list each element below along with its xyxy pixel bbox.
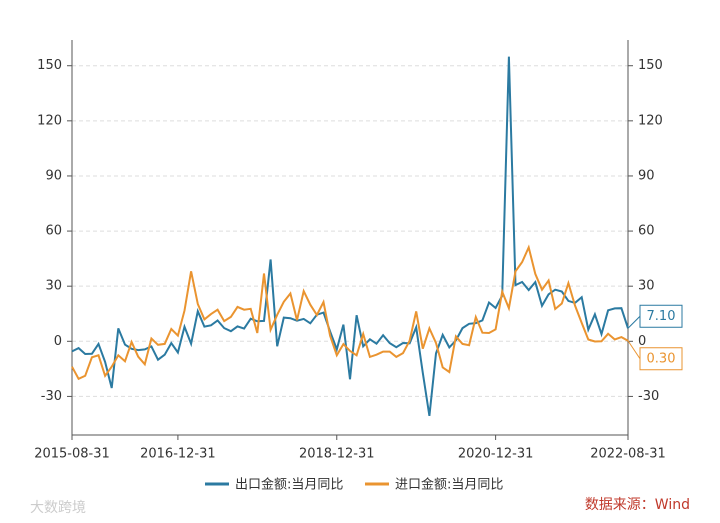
x-tick-label: 2015-08-31 — [34, 447, 110, 462]
x-tick-label: 2018-12-31 — [299, 447, 375, 462]
x-tick-label: 2022-08-31 — [590, 447, 666, 462]
x-tick-label: 2016-12-31 — [140, 447, 216, 462]
series-line — [71, 56, 629, 417]
end-label-pointer — [627, 315, 641, 329]
end-label: 0.30 — [647, 351, 676, 366]
series-line — [71, 244, 629, 381]
y2-tick-label: 150 — [638, 58, 663, 73]
watermark: 大数跨境 — [30, 500, 86, 516]
y2-tick-label: -30 — [638, 389, 659, 404]
y2-tick-label: 120 — [638, 113, 663, 128]
end-label-pointer — [627, 340, 641, 360]
end-label: 7.10 — [647, 309, 676, 324]
y-tick-label: 150 — [37, 58, 62, 73]
source-note: 数据来源：Wind — [585, 497, 690, 513]
y-tick-label: -30 — [41, 389, 62, 404]
y-tick-label: 30 — [45, 279, 62, 294]
legend-label: 出口金额:当月同比 — [235, 477, 343, 493]
y2-tick-label: 0 — [638, 334, 646, 349]
y-tick-label: 120 — [37, 113, 62, 128]
y2-tick-label: 60 — [638, 224, 655, 239]
y2-tick-label: 30 — [638, 279, 655, 294]
y-tick-label: 0 — [54, 334, 62, 349]
legend-label: 进口金额:当月同比 — [395, 477, 503, 493]
x-tick-label: 2020-12-31 — [458, 447, 534, 462]
y-tick-label: 60 — [45, 224, 62, 239]
y-tick-label: 90 — [45, 168, 62, 183]
y2-tick-label: 90 — [638, 168, 655, 183]
